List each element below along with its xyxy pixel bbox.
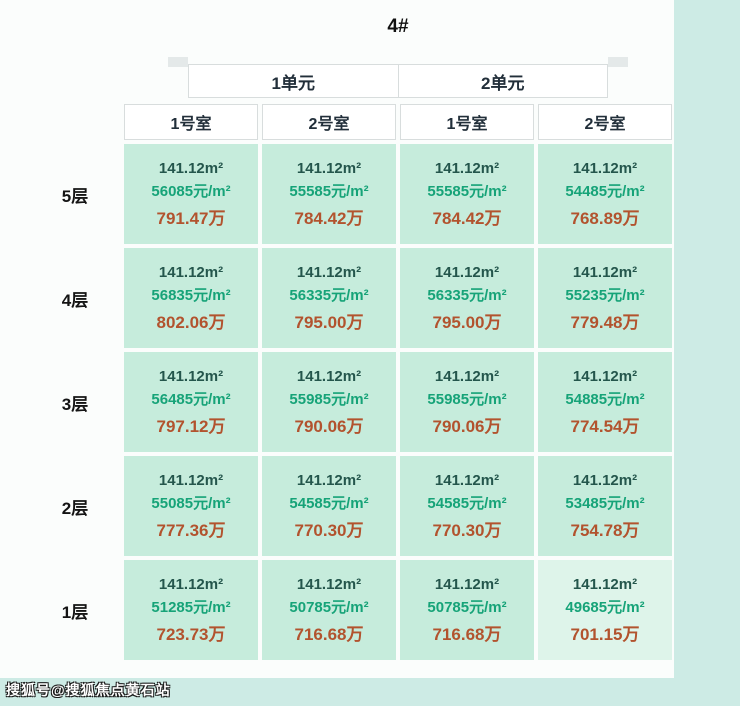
cell-total-price: 790.06万 <box>432 416 502 436</box>
cell-unit-price: 55235元/m² <box>565 286 645 304</box>
cell-unit-price: 56085元/m² <box>151 182 231 200</box>
cell-unit-price: 54885元/m² <box>565 390 645 408</box>
cell-total-price: 784.42万 <box>294 208 364 228</box>
cell-area: 141.12m² <box>158 263 224 281</box>
floor-label: 4层 <box>61 290 89 310</box>
cell-unit-price: 55985元/m² <box>427 390 507 408</box>
floor-label: 1层 <box>61 602 89 622</box>
watermark: 搜狐号@搜狐焦点黄石站 <box>6 682 171 698</box>
cell-total-price: 797.12万 <box>156 416 226 436</box>
cell-unit-price: 51285元/m² <box>151 598 231 616</box>
cell-total-price: 701.15万 <box>570 624 640 644</box>
cell-area: 141.12m² <box>296 367 362 385</box>
cell-area: 141.12m² <box>572 471 638 489</box>
room-header-1: 1号室 <box>124 104 258 140</box>
floor-label: 2层 <box>61 498 89 518</box>
cell-area: 141.12m² <box>434 263 500 281</box>
price-cell: 141.12m² 50785元/m² 716.68万 <box>400 560 534 660</box>
cell-area: 141.12m² <box>434 367 500 385</box>
price-cell: 141.12m² 54885元/m² 774.54万 <box>538 352 672 452</box>
room-header-2: 2号室 <box>262 104 396 140</box>
price-cell: 141.12m² 55585元/m² 784.42万 <box>262 144 396 244</box>
price-cell: 141.12m² 56085元/m² 791.47万 <box>124 144 258 244</box>
page-title: 4# <box>387 16 409 37</box>
cell-unit-price: 53485元/m² <box>565 494 645 512</box>
cell-area: 141.12m² <box>158 159 224 177</box>
cell-area: 141.12m² <box>434 471 500 489</box>
cell-total-price: 716.68万 <box>294 624 364 644</box>
cell-unit-price: 55985元/m² <box>289 390 369 408</box>
cell-total-price: 777.36万 <box>156 520 226 540</box>
cell-total-price: 790.06万 <box>294 416 364 436</box>
cell-total-price: 784.42万 <box>432 208 502 228</box>
cell-total-price: 754.78万 <box>570 520 640 540</box>
cell-unit-price: 55585元/m² <box>427 182 507 200</box>
price-cell: 141.12m² 55235元/m² 779.48万 <box>538 248 672 348</box>
tab-notch-right <box>608 57 628 67</box>
unit-header-1: 1单元 <box>189 65 399 97</box>
cell-unit-price: 54585元/m² <box>289 494 369 512</box>
cell-unit-price: 56835元/m² <box>151 286 231 304</box>
cell-total-price: 716.68万 <box>432 624 502 644</box>
cell-area: 141.12m² <box>296 159 362 177</box>
cell-area: 141.12m² <box>434 575 500 593</box>
price-cell: 141.12m² 55985元/m² 790.06万 <box>262 352 396 452</box>
cell-area: 141.12m² <box>296 575 362 593</box>
cell-area: 141.12m² <box>572 575 638 593</box>
price-cell: 141.12m² 50785元/m² 716.68万 <box>262 560 396 660</box>
price-cell: 141.12m² 54585元/m² 770.30万 <box>262 456 396 556</box>
cell-area: 141.12m² <box>572 263 638 281</box>
cell-unit-price: 50785元/m² <box>427 598 507 616</box>
price-cell: 141.12m² 54485元/m² 768.89万 <box>538 144 672 244</box>
cell-unit-price: 56335元/m² <box>427 286 507 304</box>
cell-total-price: 795.00万 <box>294 312 364 332</box>
price-cell: 141.12m² 56335元/m² 795.00万 <box>400 248 534 348</box>
price-table: 1号室 2号室 1号室 2号室 5层 141.12m² 56085元/m² 791.4… <box>30 104 672 660</box>
cell-total-price: 774.54万 <box>570 416 640 436</box>
cell-total-price: 779.48万 <box>570 312 640 332</box>
cell-total-price: 791.47万 <box>156 208 226 228</box>
price-cell: 141.12m² 55085元/m² 777.36万 <box>124 456 258 556</box>
cell-unit-price: 55585元/m² <box>289 182 369 200</box>
corner-spacer <box>30 104 120 140</box>
cell-area: 141.12m² <box>158 367 224 385</box>
cell-area: 141.12m² <box>158 575 224 593</box>
cell-total-price: 770.30万 <box>294 520 364 540</box>
cell-unit-price: 56335元/m² <box>289 286 369 304</box>
price-cell: 141.12m² 51285元/m² 723.73万 <box>124 560 258 660</box>
cell-total-price: 795.00万 <box>432 312 502 332</box>
cell-area: 141.12m² <box>296 263 362 281</box>
cell-unit-price: 54585元/m² <box>427 494 507 512</box>
price-cell: 141.12m² 56835元/m² 802.06万 <box>124 248 258 348</box>
price-cell: 141.12m² 55985元/m² 790.06万 <box>400 352 534 452</box>
price-cell: 141.12m² 56335元/m² 795.00万 <box>262 248 396 348</box>
room-header-3: 1号室 <box>400 104 534 140</box>
cell-unit-price: 55085元/m² <box>151 494 231 512</box>
price-cell: 141.12m² 53485元/m² 754.78万 <box>538 456 672 556</box>
cell-total-price: 802.06万 <box>156 312 226 332</box>
price-table-panel: 4# 1单元 2单元 1号室 2号室 1号室 2号室 5层 141.12m² 560… <box>0 0 674 678</box>
unit-header-2: 2单元 <box>481 73 525 93</box>
cell-unit-price: 50785元/m² <box>289 598 369 616</box>
unit-header-row: 1单元 2单元 <box>188 64 608 98</box>
price-cell: 141.12m² 56485元/m² 797.12万 <box>124 352 258 452</box>
cell-area: 141.12m² <box>158 471 224 489</box>
cell-area: 141.12m² <box>572 159 638 177</box>
price-cell: 141.12m² 49685元/m² 701.15万 <box>538 560 672 660</box>
floor-label: 3层 <box>61 394 89 414</box>
cell-total-price: 770.30万 <box>432 520 502 540</box>
cell-total-price: 723.73万 <box>156 624 226 644</box>
cell-unit-price: 54485元/m² <box>565 182 645 200</box>
cell-unit-price: 49685元/m² <box>565 598 645 616</box>
cell-area: 141.12m² <box>572 367 638 385</box>
tab-notch-left <box>168 57 188 67</box>
room-header-4: 2号室 <box>538 104 672 140</box>
cell-unit-price: 56485元/m² <box>151 390 231 408</box>
cell-area: 141.12m² <box>434 159 500 177</box>
price-cell: 141.12m² 54585元/m² 770.30万 <box>400 456 534 556</box>
price-cell: 141.12m² 55585元/m² 784.42万 <box>400 144 534 244</box>
cell-area: 141.12m² <box>296 471 362 489</box>
cell-total-price: 768.89万 <box>570 208 640 228</box>
floor-label: 5层 <box>61 186 89 206</box>
